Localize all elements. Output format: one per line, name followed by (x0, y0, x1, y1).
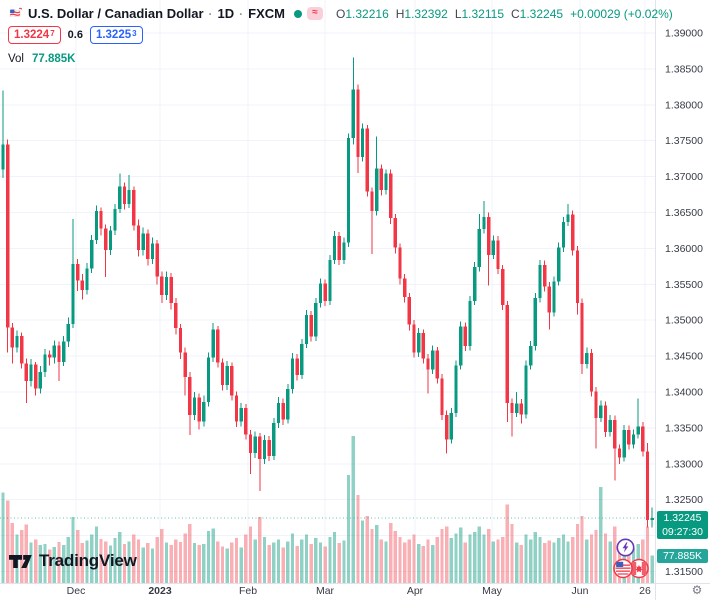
svg-text:1.33500: 1.33500 (665, 422, 703, 434)
svg-text:26: 26 (639, 585, 651, 597)
lightning-icon[interactable] (616, 538, 635, 562)
low-key: L (454, 6, 462, 21)
low-value: 1.32115 (461, 6, 505, 21)
svg-text:1.37000: 1.37000 (665, 171, 703, 183)
svg-text:1.35000: 1.35000 (665, 315, 703, 327)
svg-text:2023: 2023 (148, 585, 172, 597)
svg-text:Mar: Mar (316, 585, 335, 597)
currency-pair-flags (612, 557, 652, 585)
ask-price-button[interactable]: 1.3225 3 (89, 26, 143, 44)
svg-text:1.38500: 1.38500 (665, 63, 703, 75)
gear-icon[interactable]: ⚙ (691, 583, 703, 597)
volume-label[interactable]: Vol (8, 53, 24, 65)
svg-text:1.34000: 1.34000 (665, 387, 703, 399)
last-price-value: 1.32245 (663, 512, 702, 524)
tradingview-logo-icon (9, 554, 32, 568)
exchange-label[interactable]: FXCM (248, 6, 286, 21)
symbol-name[interactable]: U.S. Dollar / Canadian Dollar (28, 6, 204, 21)
us-flag-icon (8, 7, 23, 21)
open-value: 1.32216 (345, 6, 389, 21)
interval-label[interactable]: 1D (217, 6, 235, 21)
svg-text:1.33000: 1.33000 (665, 458, 703, 470)
candles[interactable] (1, 57, 654, 528)
tradingview-wordmark: TradingView (39, 551, 137, 570)
change-value: +0.00029 (+0.02%) (570, 6, 673, 21)
bar-countdown: 09:27:30 (662, 526, 703, 538)
price-axis[interactable]: 1.39000 1.38500 1.38000 1.37500 1.37000 1.365… (665, 28, 703, 579)
svg-text:1.38000: 1.38000 (665, 99, 703, 111)
svg-text:1.36500: 1.36500 (665, 207, 703, 219)
svg-text:1.32500: 1.32500 (665, 494, 703, 506)
tradingview-logo[interactable]: TradingView (8, 551, 137, 571)
open-key: O (336, 6, 346, 21)
svg-text:1.35500: 1.35500 (665, 279, 703, 291)
volume-value: 77.885K (32, 53, 76, 65)
svg-text:1.37500: 1.37500 (665, 135, 703, 147)
time-axis[interactable]: Dec 2023 Feb Mar Apr May Jun 26 (67, 585, 651, 597)
svg-text:1.39000: 1.39000 (665, 28, 703, 40)
bid-ask-row: 1.3224 7 0.6 1.3225 3 (8, 26, 673, 44)
volume-bars[interactable] (1, 436, 654, 583)
market-open-dot (294, 9, 303, 18)
close-value: 1.32245 (519, 6, 564, 21)
delayed-data-icon[interactable]: ≈ (307, 7, 324, 20)
us-flag-circle-bottom (613, 558, 633, 579)
svg-text:May: May (482, 585, 503, 597)
close-key: C (511, 6, 520, 21)
svg-text:1.34500: 1.34500 (665, 351, 703, 363)
grid[interactable] (0, 0, 655, 583)
svg-text:Apr: Apr (407, 585, 424, 597)
separator-dot: · (239, 6, 244, 21)
bid-price-button[interactable]: 1.3224 7 (8, 26, 61, 44)
separator-dot: · (208, 6, 213, 21)
svg-text:Feb: Feb (239, 585, 257, 597)
last-price-badge: 1.32245 09:27:30 (657, 511, 708, 539)
symbol-legend: U.S. Dollar / Canadian Dollar · 1D · FXC… (8, 5, 673, 65)
high-value: 1.32392 (404, 6, 448, 21)
high-key: H (395, 6, 405, 21)
svg-text:Dec: Dec (67, 585, 86, 597)
svg-text:1.31500: 1.31500 (665, 566, 703, 578)
svg-text:1.36000: 1.36000 (665, 243, 703, 255)
canada-flag-circle (629, 558, 649, 579)
symbol-row: U.S. Dollar / Canadian Dollar · 1D · FXC… (8, 5, 673, 22)
volume-row: Vol 77.885K (8, 53, 673, 65)
spread-value: 0.6 (67, 29, 83, 41)
volume-axis-badge: 77.885K (657, 549, 708, 563)
svg-text:Jun: Jun (572, 585, 589, 597)
ohlc-values: O1.32216 H1.32392 L1.32115 C1.32245 +0.0… (336, 7, 673, 21)
